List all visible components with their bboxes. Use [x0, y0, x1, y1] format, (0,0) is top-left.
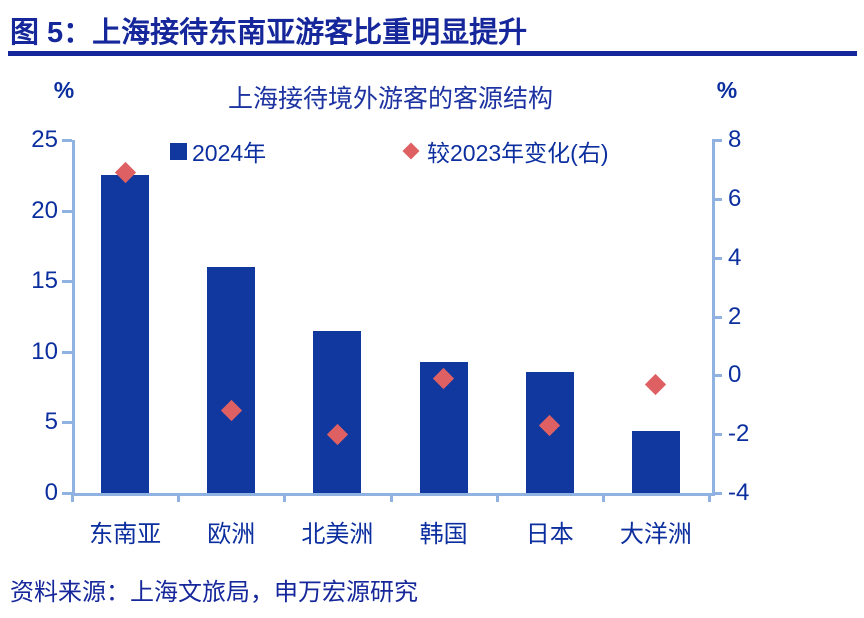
category-label-东南亚: 东南亚 [89, 521, 162, 548]
x-axis-tick [389, 493, 393, 502]
bar-series-swatch-icon [170, 142, 187, 160]
x-axis-tick [708, 493, 711, 502]
left-axis-tick-label: 25 [31, 126, 58, 153]
left-axis-tick [62, 139, 72, 142]
right-axis-tick [712, 139, 722, 142]
left-axis-tick [62, 280, 72, 284]
left-axis-tick-label: 15 [31, 267, 58, 295]
left-axis-tick-label: 5 [44, 408, 58, 436]
right-axis-tick [712, 433, 722, 437]
legend-label-2024: 2024年 [192, 140, 267, 166]
right-axis-tick [712, 374, 722, 378]
x-axis-tick [71, 493, 74, 502]
left-axis-tick [62, 492, 72, 495]
x-axis-tick [601, 493, 605, 502]
left-axis-tick-label: 20 [31, 196, 58, 224]
x-axis-tick [177, 493, 181, 502]
bar-北美洲 [313, 330, 362, 493]
right-axis-tick-label: 4 [728, 243, 742, 271]
category-label-日本: 日本 [525, 521, 574, 548]
category-label-欧洲: 欧洲 [207, 521, 256, 548]
bar-欧洲 [207, 267, 256, 493]
right-axis-tick-label: -2 [728, 420, 750, 448]
legend-item-2024: 2024年 [170, 134, 266, 168]
right-axis-tick-label: 2 [728, 302, 742, 330]
title-underline [8, 51, 857, 56]
right-axis-tick-label: 8 [728, 126, 742, 153]
chart-title: 上海接待境外游客的客源结构 [227, 85, 553, 113]
right-axis-tick [712, 315, 722, 319]
x-axis-tick [495, 493, 499, 502]
right-axis-tick-label: 6 [728, 184, 742, 212]
figure-title: 图 5：上海接待东南亚游客比重明显提升 [10, 17, 528, 49]
right-axis-tick-label: 0 [728, 361, 742, 389]
category-label-北美洲: 北美洲 [301, 521, 374, 548]
source-note: 资料来源：上海文旅局，申万宏源研究 [10, 579, 418, 606]
right-axis-tick [712, 256, 722, 260]
right-axis-tick-label: -4 [728, 479, 750, 506]
right-axis-tick [712, 197, 722, 201]
bar-东南亚 [101, 175, 150, 493]
right-axis-unit-label: % [716, 77, 738, 103]
category-label-大洋洲: 大洋洲 [619, 521, 692, 548]
bar-大洋洲 [631, 430, 680, 493]
x-axis-tick [283, 493, 287, 502]
legend-item-change: 较2023年变化(右) [402, 134, 608, 168]
right-axis-tick [712, 492, 722, 495]
left-axis-tick [62, 350, 72, 354]
left-axis-unit-label: % [53, 77, 75, 103]
left-axis-tick-label: 0 [44, 479, 58, 506]
left-axis-tick [62, 421, 72, 425]
category-label-韩国: 韩国 [419, 521, 468, 548]
plot-area [72, 140, 715, 496]
left-axis-tick-label: 10 [31, 337, 58, 365]
left-axis-tick [62, 209, 72, 213]
legend-label-change: 较2023年变化(右) [427, 140, 609, 166]
